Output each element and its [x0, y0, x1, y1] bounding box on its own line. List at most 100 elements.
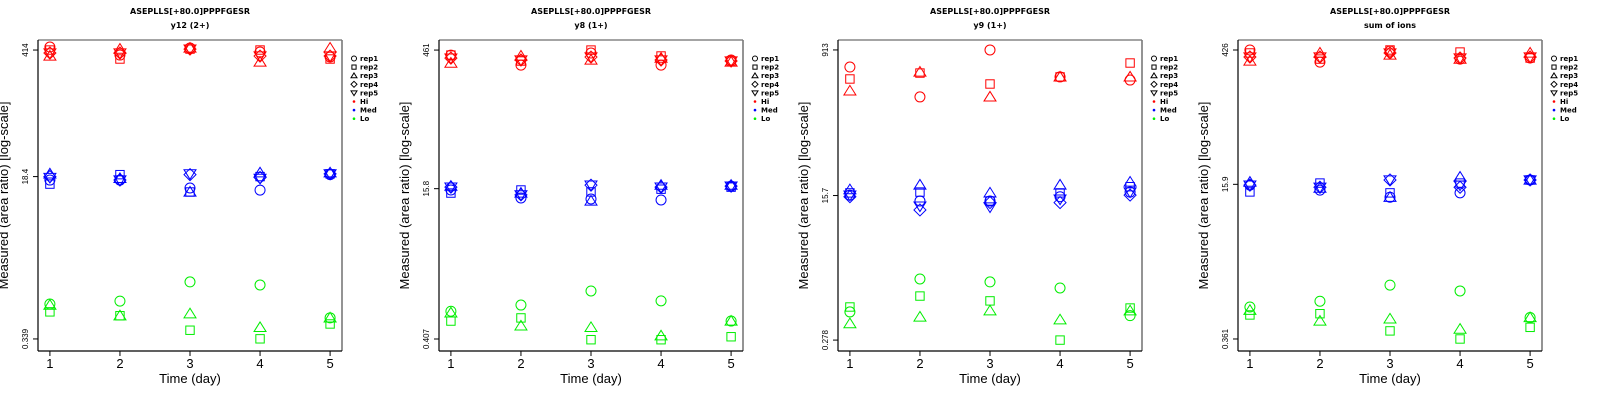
point-med-rep5-day5 — [724, 181, 738, 193]
x-tick-label: 2 — [517, 356, 524, 371]
y-tick-label: 913 — [821, 43, 830, 57]
point-lo-rep1-day2 — [1314, 295, 1326, 307]
legend-hi-dot-icon — [1152, 100, 1156, 103]
x-tick-label: 4 — [657, 356, 664, 371]
point-hi-rep1-day3 — [984, 44, 996, 56]
legend-label: rep3 — [761, 72, 779, 80]
point-med-rep5-day1 — [444, 182, 458, 194]
point-med-rep5-day5 — [1523, 175, 1537, 187]
point-med-rep1-day2 — [515, 192, 527, 204]
point-hi-rep5-day2 — [514, 55, 528, 67]
data-points — [444, 45, 738, 345]
legend-rep1-icon — [1551, 55, 1557, 62]
legend-med-dot-icon — [1552, 108, 1556, 112]
point-lo-rep2-day4 — [1455, 334, 1465, 344]
point-lo-rep1-day1 — [445, 305, 457, 317]
legend-rep4-icon — [1150, 80, 1158, 89]
legend-label: Med — [1160, 107, 1177, 115]
y-axis-label: Measured (area ratio) [log-scale] — [0, 102, 11, 290]
point-lo-rep3-day3 — [183, 307, 197, 319]
point-med-rep5-day3 — [1383, 175, 1397, 187]
panel-subtitle: sum of ions — [1364, 21, 1416, 30]
x-tick-label: 5 — [1526, 356, 1533, 371]
data-points — [43, 41, 337, 344]
legend-label: Hi — [761, 98, 769, 106]
data-points — [1243, 44, 1537, 344]
point-lo-rep3-day2 — [913, 310, 927, 322]
point-lo-rep1-day3 — [184, 276, 196, 288]
x-tick-label: 5 — [727, 356, 734, 371]
point-med-rep5-day2 — [514, 190, 528, 202]
point-lo-rep3-day1 — [843, 317, 857, 329]
point-hi-rep1-day2 — [914, 91, 926, 103]
point-lo-rep2-day3 — [185, 325, 195, 335]
point-med-rep1-day3 — [184, 182, 196, 194]
legend-rep3-icon — [1550, 72, 1558, 79]
legend-rep5-icon — [350, 90, 358, 97]
point-lo-rep3-day4 — [253, 320, 267, 333]
x-tick-label: 5 — [1126, 356, 1133, 371]
point-med-rep4-day3 — [983, 195, 997, 210]
point-hi-rep1-day1 — [844, 61, 856, 73]
y-tick-label: 15.9 — [1221, 176, 1230, 192]
point-med-rep3-day4 — [253, 166, 267, 178]
point-lo-rep1-day4 — [1054, 282, 1066, 294]
legend-lo-dot-icon — [352, 117, 356, 120]
point-med-rep5-day5 — [323, 169, 337, 181]
point-med-rep5-day4 — [253, 173, 267, 185]
legend-label: rep2 — [761, 64, 779, 72]
legend-label: Hi — [1560, 98, 1568, 106]
point-med-rep4-day2 — [913, 203, 927, 217]
point-med-rep5-day2 — [1313, 182, 1327, 194]
legend-rep5-icon — [1550, 90, 1558, 97]
panel-subtitle: y9 (1+) — [973, 21, 1006, 30]
y-tick-label: 0.339 — [21, 328, 30, 349]
point-med-rep5-day4 — [1453, 180, 1467, 192]
x-tick-label: 2 — [916, 356, 923, 371]
x-tick-label: 3 — [186, 356, 193, 371]
panel-title: ASEPLLS[+80.0]PPPFGESR — [930, 7, 1050, 16]
point-med-rep1-day1 — [44, 174, 56, 186]
panel-title: ASEPLLS[+80.0]PPPFGESR — [531, 7, 651, 16]
x-tick-label: 1 — [46, 356, 53, 371]
point-hi-rep2-day5 — [1125, 58, 1135, 68]
point-lo-rep1-day4 — [254, 279, 266, 291]
point-hi-rep5-day3 — [1383, 48, 1397, 60]
legend-hi-dot-icon — [1552, 100, 1556, 103]
legend-rep4-icon — [751, 80, 759, 89]
point-hi-rep5-day1 — [43, 48, 57, 60]
point-hi-rep5-day5 — [323, 51, 337, 63]
point-med-rep3-day1 — [444, 179, 458, 191]
point-hi-rep2-day4 — [255, 45, 265, 55]
point-hi-rep5-day1 — [1243, 52, 1257, 64]
point-med-rep5-day1 — [1243, 180, 1257, 192]
point-med-rep3-day5 — [724, 178, 738, 190]
x-tick-label: 3 — [1386, 356, 1393, 371]
point-med-rep4-day4 — [1053, 195, 1067, 210]
point-med-rep5-day5 — [1123, 187, 1137, 199]
point-med-rep3-day5 — [1123, 175, 1137, 187]
point-lo-rep1-day4 — [1454, 285, 1466, 297]
y-axis-label: Measured (area ratio) [log-scale] — [397, 102, 412, 290]
point-hi-rep3-day1 — [444, 56, 458, 68]
point-lo-rep2-day2 — [915, 291, 925, 301]
point-hi-rep5-day3 — [183, 44, 197, 56]
legend-rep5-icon — [1150, 90, 1158, 97]
x-tick-label: 1 — [846, 356, 853, 371]
point-hi-rep3-day4 — [253, 55, 267, 67]
point-lo-rep2-day3 — [985, 296, 995, 306]
point-lo-rep2-day3 — [1385, 326, 1395, 336]
point-med-rep5-day2 — [113, 175, 127, 187]
legend-rep4-icon — [350, 80, 358, 89]
point-lo-rep1-day3 — [585, 285, 597, 297]
point-hi-rep2-day1 — [45, 45, 55, 55]
x-axis-label: Time (day) — [1359, 371, 1421, 386]
point-lo-rep3-day4 — [654, 329, 668, 341]
point-lo-rep1-day2 — [515, 299, 527, 311]
x-tick-label: 1 — [447, 356, 454, 371]
legend-rep3-icon — [751, 72, 759, 79]
point-lo-rep2-day5 — [325, 319, 335, 329]
panel-subtitle: y8 (1+) — [574, 21, 607, 30]
legend-rep1-icon — [752, 55, 758, 62]
point-med-rep1-day3 — [585, 193, 597, 205]
